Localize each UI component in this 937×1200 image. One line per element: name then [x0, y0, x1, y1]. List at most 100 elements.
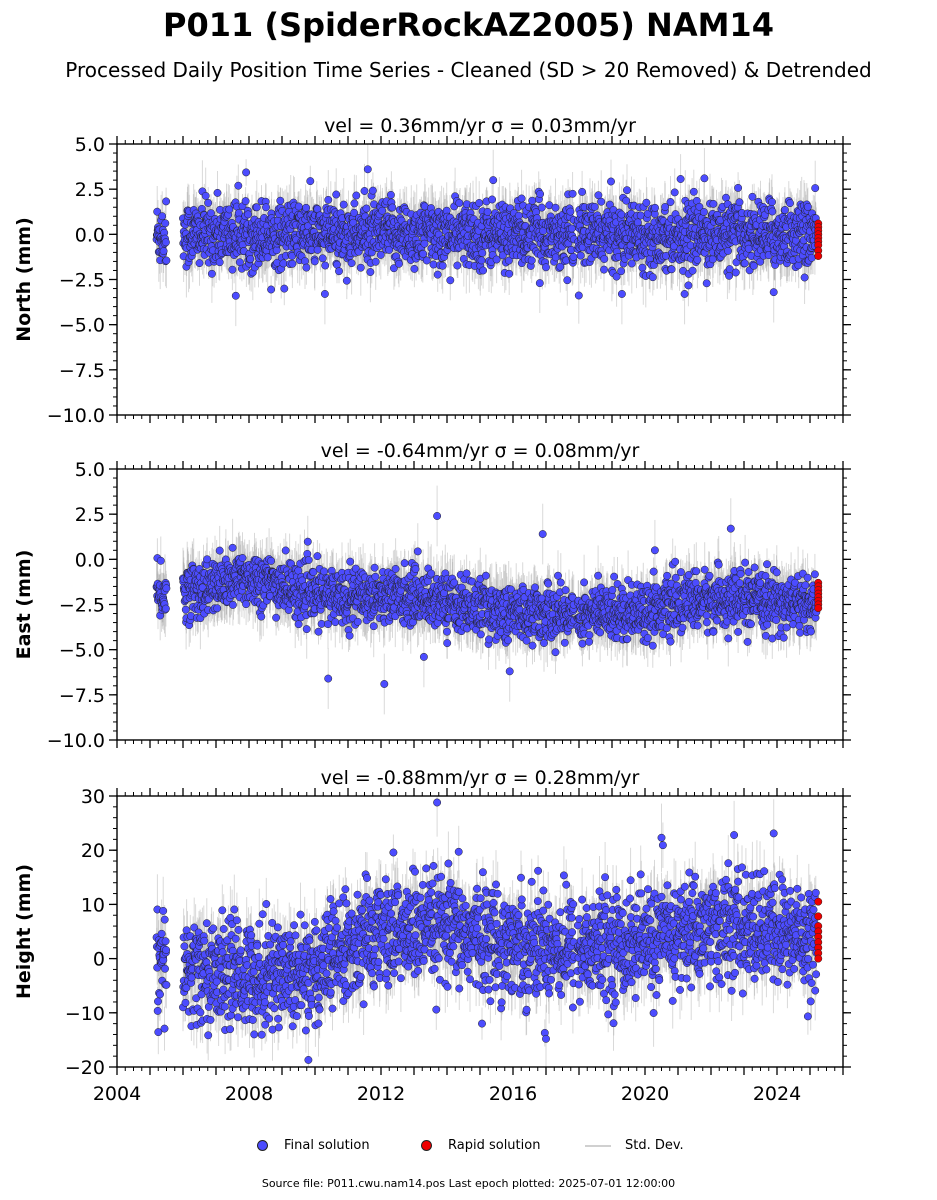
- final-point: [563, 276, 572, 285]
- final-point: [498, 251, 507, 260]
- final-point: [803, 202, 812, 211]
- final-point: [234, 181, 243, 190]
- final-point: [339, 200, 348, 209]
- final-point: [627, 259, 636, 268]
- y-axis-label: North (mm): [13, 217, 35, 342]
- final-point: [288, 259, 297, 268]
- final-point: [360, 187, 369, 195]
- final-point: [633, 218, 642, 227]
- final-point: [702, 279, 711, 288]
- final-point: [410, 264, 419, 273]
- final-point: [246, 255, 255, 263]
- final-point: [195, 259, 204, 268]
- final-point: [207, 269, 216, 278]
- final-point: [725, 265, 734, 274]
- final-point: [158, 212, 167, 221]
- final-point: [324, 195, 333, 204]
- final-point: [811, 184, 820, 193]
- final-point: [670, 188, 679, 197]
- final-point: [153, 207, 162, 216]
- final-point: [536, 190, 545, 198]
- final-point: [535, 279, 544, 288]
- final-point: [356, 263, 365, 272]
- chart-title: P011 (SpiderRockAZ2005) NAM14: [163, 6, 774, 44]
- final-point: [617, 210, 626, 219]
- final-point: [527, 256, 536, 265]
- final-point: [574, 291, 583, 300]
- final-point: [332, 190, 341, 199]
- final-point: [661, 203, 670, 211]
- final-point-outlier: [320, 290, 329, 298]
- final-point: [492, 255, 501, 264]
- final-point: [162, 256, 171, 265]
- final-point: [642, 198, 651, 207]
- final-point-outlier: [680, 290, 689, 298]
- final-point: [800, 273, 809, 282]
- y-tick-label: −5.0: [59, 315, 105, 337]
- final-point: [335, 267, 343, 276]
- final-point: [612, 272, 621, 281]
- y-tick-label: 2.5: [75, 179, 105, 201]
- final-point: [376, 250, 385, 259]
- y-tick-label: −10.0: [47, 405, 105, 427]
- final-point: [666, 198, 675, 206]
- final-point: [252, 203, 261, 212]
- final-point: [244, 210, 253, 219]
- final-point-outlier: [700, 174, 709, 183]
- final-point: [352, 191, 361, 200]
- panel-title: vel = -0.64mm/yr σ = 0.08mm/yr: [321, 440, 640, 462]
- y-axis-label: East (mm): [13, 550, 35, 660]
- final-point: [576, 251, 585, 260]
- final-point: [388, 203, 397, 212]
- final-point-outlier: [363, 165, 372, 174]
- final-point: [279, 259, 288, 268]
- final-point: [302, 203, 311, 212]
- final-point: [161, 219, 170, 228]
- final-point: [605, 200, 614, 209]
- final-point: [302, 263, 311, 272]
- final-point: [389, 264, 398, 273]
- final-point: [695, 202, 704, 211]
- final-point: [597, 197, 606, 206]
- final-point: [578, 187, 587, 196]
- final-point: [159, 247, 168, 256]
- final-point: [395, 259, 403, 268]
- final-point: [288, 252, 297, 260]
- final-point: [368, 186, 377, 195]
- final-point: [684, 281, 693, 290]
- final-point: [385, 245, 394, 254]
- final-point: [517, 194, 526, 203]
- final-point: [780, 206, 789, 214]
- chart-subtitle: Processed Daily Position Time Series - C…: [65, 58, 872, 82]
- panel-north: vel = 0.36mm/yr σ = 0.03mm/yr North (mm) 5…: [13, 115, 851, 427]
- final-point: [455, 199, 464, 207]
- final-point: [594, 191, 603, 200]
- final-point: [433, 270, 442, 279]
- final-point: [306, 177, 315, 186]
- final-point: [263, 253, 272, 262]
- final-point: [505, 269, 514, 278]
- final-point: [768, 207, 777, 216]
- final-point: [607, 177, 615, 186]
- final-point: [488, 195, 497, 204]
- final-point: [693, 255, 702, 264]
- final-point: [228, 265, 237, 274]
- y-tick-label: −7.5: [59, 360, 105, 382]
- final-point: [794, 261, 803, 270]
- final-point: [623, 186, 631, 195]
- plot-area: [152, 144, 823, 327]
- final-point: [350, 199, 359, 208]
- final-point: [350, 208, 359, 217]
- final-point: [756, 257, 765, 266]
- final-point: [676, 175, 685, 183]
- y-tick-label: 5.0: [75, 134, 105, 156]
- final-point: [478, 249, 487, 257]
- final-point: [542, 263, 550, 272]
- final-point: [768, 198, 776, 206]
- final-point: [318, 254, 327, 263]
- final-point: [724, 246, 732, 255]
- final-point: [162, 197, 171, 206]
- final-point: [272, 246, 281, 255]
- final-point: [267, 285, 276, 294]
- final-point: [566, 207, 575, 216]
